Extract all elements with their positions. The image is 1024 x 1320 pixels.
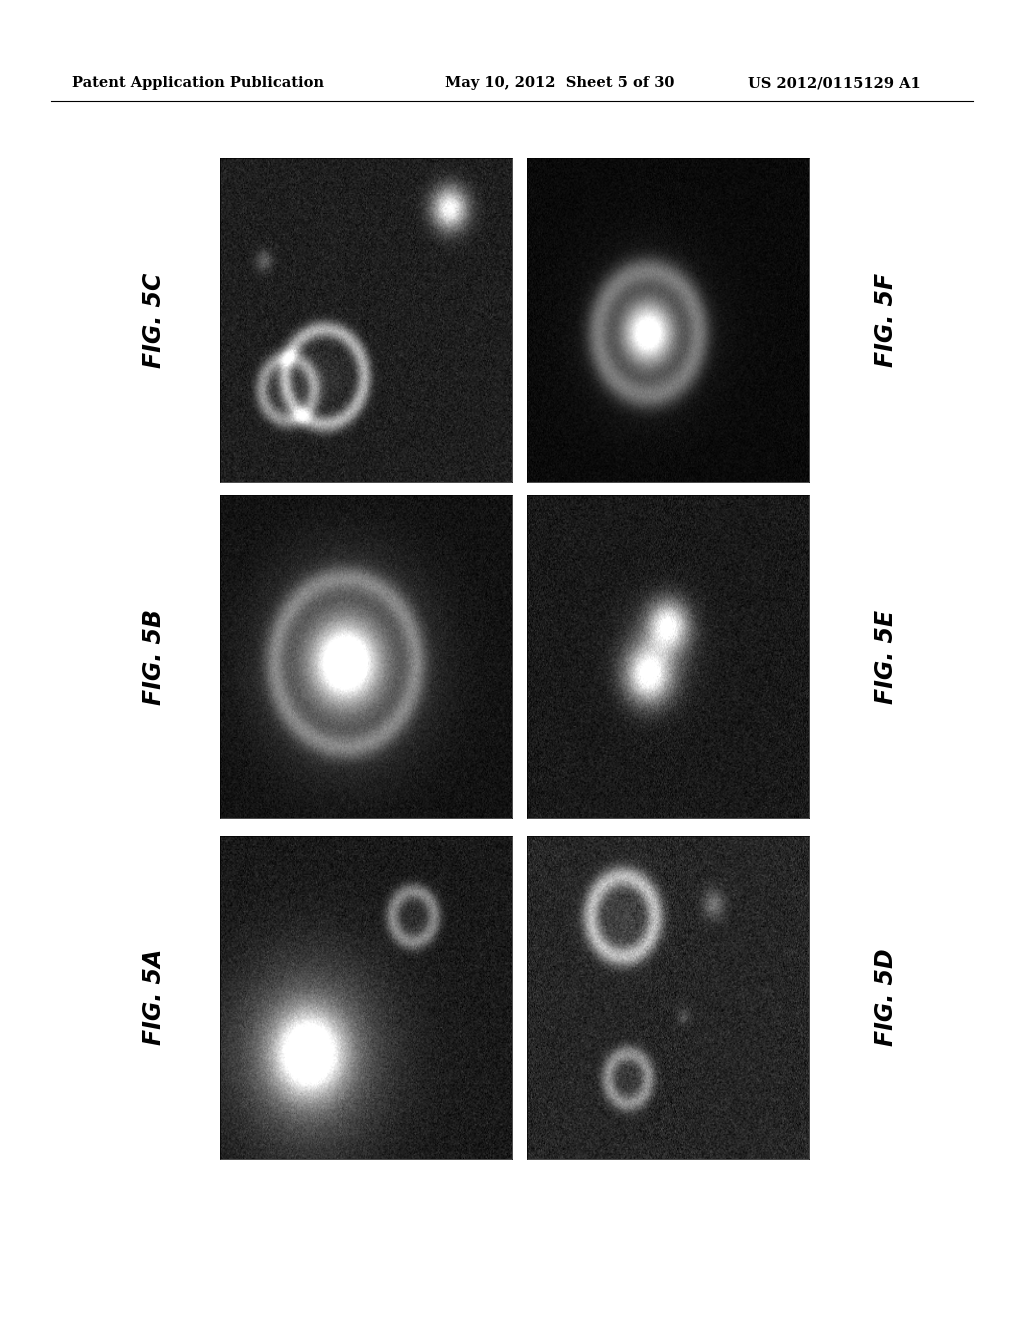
Text: Patent Application Publication: Patent Application Publication: [72, 77, 324, 90]
Text: FIG. 5D: FIG. 5D: [873, 949, 898, 1045]
Text: FIG. 5F: FIG. 5F: [873, 273, 898, 367]
Text: US 2012/0115129 A1: US 2012/0115129 A1: [748, 77, 921, 90]
Text: FIG. 5E: FIG. 5E: [873, 610, 898, 704]
Text: FIG. 5B: FIG. 5B: [141, 609, 166, 705]
Text: FIG. 5A: FIG. 5A: [141, 949, 166, 1045]
Text: FIG. 5C: FIG. 5C: [141, 272, 166, 368]
Text: May 10, 2012  Sheet 5 of 30: May 10, 2012 Sheet 5 of 30: [445, 77, 675, 90]
